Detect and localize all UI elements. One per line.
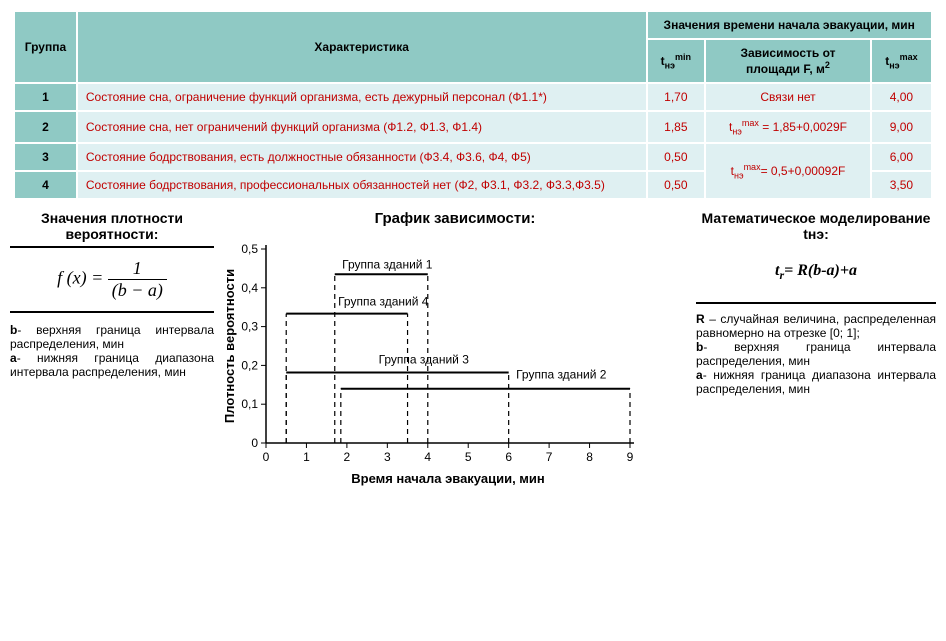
chart-title: График зависимости:: [220, 210, 690, 227]
svg-text:1: 1: [303, 450, 310, 464]
desc-cell: Состояние бодрствования, профессиональны…: [78, 172, 646, 198]
group-cell: 4: [15, 172, 76, 198]
svg-text:Плотность вероятности: Плотность вероятности: [222, 269, 237, 423]
group-cell: 3: [15, 144, 76, 170]
svg-text:0,5: 0,5: [241, 242, 258, 256]
th-tmax: tнэmax: [872, 40, 931, 82]
bottom-layout: Значения плотности вероятности: f (x) = …: [10, 210, 936, 492]
model-formula: tr= R(b-a)+a: [696, 262, 936, 283]
right-title: Математическое моделирование tнэ:: [696, 210, 936, 242]
svg-text:4: 4: [424, 450, 431, 464]
svg-text:3: 3: [384, 450, 391, 464]
formula-fraction: 1 (b − a): [108, 258, 167, 301]
svg-text:0: 0: [263, 450, 270, 464]
tmax-cell: 3,50: [872, 172, 931, 198]
frac-top: 1: [108, 258, 167, 280]
svg-text:0,1: 0,1: [241, 398, 258, 412]
svg-text:7: 7: [546, 450, 553, 464]
svg-text:6: 6: [505, 450, 512, 464]
svg-text:Время начала эвакуации, мин: Время начала эвакуации, мин: [351, 471, 545, 486]
th-tmin: tнэmin: [648, 40, 705, 82]
left-definitions: b- верхняя граница интервала распределен…: [10, 323, 214, 379]
evacuation-table: Группа Характеристика Значения времени н…: [13, 10, 933, 200]
svg-text:8: 8: [586, 450, 593, 464]
chart-block: График зависимости: 0 1 2 3 4 5 6 7 8 9 0 0,1 0,2 0,3…: [220, 210, 690, 492]
density-formula: f (x) = 1 (b − a): [10, 246, 214, 313]
group-cell: 1: [15, 84, 76, 110]
dep-cell: tнэmax= 0,5+0,00092F: [706, 144, 870, 198]
svg-text:Группа зданий 3: Группа зданий 3: [379, 353, 470, 367]
th-char: Характеристика: [78, 12, 646, 82]
dep-cell: tнэmax = 1,85+0,0029F: [706, 112, 870, 142]
tmin-cell: 1,85: [648, 112, 705, 142]
th-dep: Зависимость отплощади F, м2: [706, 40, 870, 82]
desc-cell: Состояние сна, нет ограничений функций о…: [78, 112, 646, 142]
svg-text:0,2: 0,2: [241, 359, 258, 373]
tmin-cell: 1,70: [648, 84, 705, 110]
svg-text:0,3: 0,3: [241, 320, 258, 334]
dep-cell: Связи нет: [706, 84, 870, 110]
svg-text:0,4: 0,4: [241, 281, 258, 295]
formula-lhs: f (x) =: [57, 268, 103, 288]
svg-text:0: 0: [251, 436, 258, 450]
tmin-cell: 0,50: [648, 144, 705, 170]
svg-text:Группа зданий 2: Группа зданий 2: [516, 368, 607, 382]
svg-text:9: 9: [627, 450, 634, 464]
group-cell: 2: [15, 112, 76, 142]
th-top: Значения времени начала эвакуации, мин: [648, 12, 932, 38]
desc-cell: Состояние бодрствования, есть должностны…: [78, 144, 646, 170]
tmax-cell: 6,00: [872, 144, 931, 170]
tmax-cell: 4,00: [872, 84, 931, 110]
right-definitions: R – случайная величина, распределенная р…: [696, 302, 936, 396]
svg-text:2: 2: [344, 450, 351, 464]
table-row: 3Состояние бодрствования, есть должностн…: [15, 144, 931, 170]
left-block: Значения плотности вероятности: f (x) = …: [10, 210, 220, 492]
table-row: 1Состояние сна, ограничение функций орга…: [15, 84, 931, 110]
th-group: Группа: [15, 12, 76, 82]
svg-text:5: 5: [465, 450, 472, 464]
desc-cell: Состояние сна, ограничение функций орган…: [78, 84, 646, 110]
tmax-cell: 9,00: [872, 112, 931, 142]
density-chart: 0 1 2 3 4 5 6 7 8 9 0 0,1 0,2 0,3 0,4 0,5 Время начала э…: [220, 229, 640, 489]
tmin-cell: 0,50: [648, 172, 705, 198]
svg-text:Группа зданий 1: Группа зданий 1: [342, 258, 433, 272]
right-block: Математическое моделирование tнэ: tr= R(…: [690, 210, 936, 492]
frac-bot: (b − a): [108, 280, 167, 301]
svg-text:Группа зданий 4: Группа зданий 4: [338, 295, 429, 309]
left-title: Значения плотности вероятности:: [10, 210, 214, 242]
table-row: 2Состояние сна, нет ограничений функций …: [15, 112, 931, 142]
